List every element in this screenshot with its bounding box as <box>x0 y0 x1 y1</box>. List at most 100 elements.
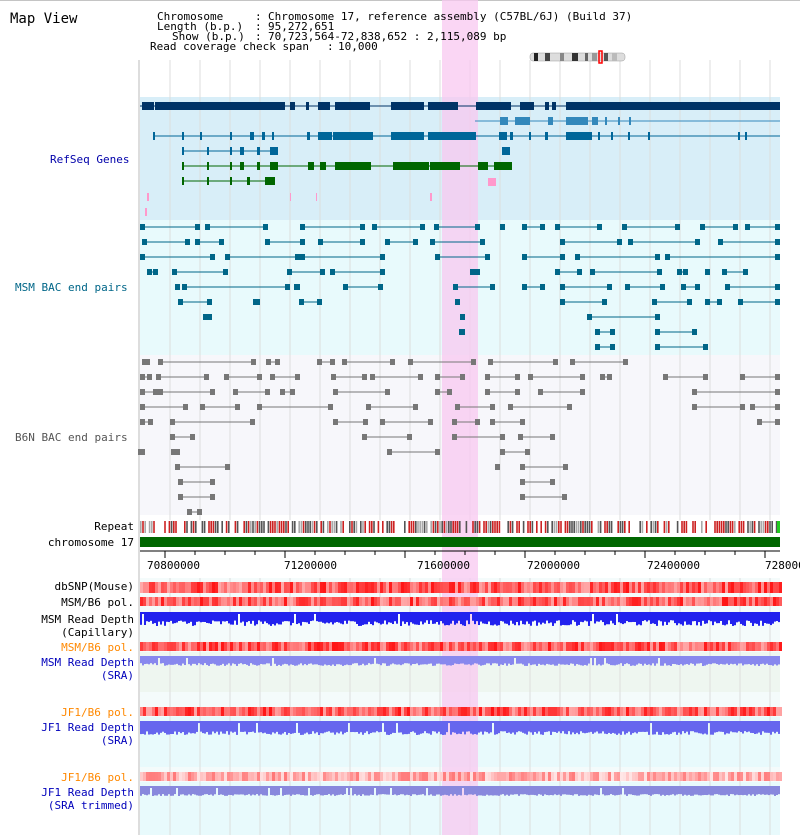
polymorphism-cell <box>776 597 779 606</box>
read-depth-bar <box>598 786 600 796</box>
bac-end <box>570 359 575 365</box>
read-depth-bar <box>578 656 580 665</box>
read-depth-bar <box>266 786 268 796</box>
track-label-msm-bac[interactable]: MSM BAC end pairs <box>15 281 128 294</box>
read-depth-bar <box>414 656 416 665</box>
read-depth-bar <box>264 656 266 665</box>
read-depth-bar <box>414 721 416 733</box>
read-depth-bar <box>408 721 410 734</box>
repeat-mark <box>280 521 283 533</box>
read-depth-bar <box>476 721 478 735</box>
polymorphism-cell <box>290 772 293 781</box>
polymorphism-cell <box>467 582 470 593</box>
read-depth-bar <box>228 612 230 624</box>
gene-exon <box>182 147 184 155</box>
polymorphism-cell <box>227 582 230 593</box>
read-depth-bar <box>638 656 640 664</box>
read-depth-bar <box>198 721 200 724</box>
bac-end <box>595 329 600 335</box>
read-depth-bar <box>364 656 366 666</box>
read-depth-bar <box>268 786 270 788</box>
polymorphism-cell <box>164 597 167 606</box>
track-label-refseq[interactable]: RefSeq Genes <box>50 153 130 166</box>
polymorphism-cell <box>359 772 362 781</box>
read-depth-bar <box>372 786 374 795</box>
gene-pseudogene <box>430 193 432 201</box>
read-depth-bar <box>146 721 148 732</box>
polymorphism-cell <box>557 597 560 606</box>
read-depth-bar <box>304 656 306 665</box>
read-depth-bar <box>546 786 548 796</box>
bac-end <box>195 224 200 230</box>
read-depth-bar <box>150 656 152 664</box>
polymorphism-cell <box>311 772 314 781</box>
polymorphism-cell <box>755 772 758 781</box>
bac-end <box>153 269 158 275</box>
read-depth-bar <box>312 786 314 796</box>
read-depth-bar <box>596 656 598 666</box>
polymorphism-cell <box>686 772 689 781</box>
track-label-b6n-bac[interactable]: B6N BAC end pairs <box>15 431 128 444</box>
polymorphism-cell <box>155 582 158 593</box>
track-label-jf1-read-depth-trim: JF1 Read Depth <box>41 786 134 799</box>
read-depth-bar <box>596 721 598 732</box>
polymorphism-cell <box>482 707 485 716</box>
bac-end <box>602 299 607 305</box>
polymorphism-cell <box>179 642 182 651</box>
read-depth-bar <box>486 656 488 664</box>
read-depth-bar <box>142 656 144 666</box>
read-depth-bar <box>586 612 588 622</box>
gene-exon <box>566 117 588 125</box>
read-depth-bar <box>194 612 196 626</box>
polymorphism-cell <box>629 597 632 606</box>
read-depth-bar <box>590 786 592 796</box>
read-depth-bar <box>412 656 414 664</box>
read-depth-bar <box>700 612 702 626</box>
read-depth-bar <box>430 612 432 621</box>
gene-exon <box>270 162 278 170</box>
bac-end <box>175 449 180 455</box>
repeat-mark <box>390 521 393 533</box>
read-depth-bar <box>774 656 776 665</box>
polymorphism-cell <box>746 772 749 781</box>
read-depth-bar <box>604 786 606 796</box>
read-depth-bar <box>708 721 710 724</box>
polymorphism-cell <box>251 597 254 606</box>
polymorphism-cell <box>563 707 566 716</box>
read-depth-bar <box>446 786 448 796</box>
polymorphism-cell <box>488 642 491 651</box>
polymorphism-cell <box>602 582 605 593</box>
read-depth-bar <box>662 612 664 626</box>
polymorphism-cell <box>149 642 152 651</box>
repeat-mark <box>342 521 344 533</box>
page-title: Map View <box>10 11 78 27</box>
read-depth-bar <box>376 786 378 796</box>
read-depth-bar <box>236 656 238 666</box>
polymorphism-cell <box>389 597 392 606</box>
track-label-chromosome: chromosome 17 <box>47 536 134 549</box>
polymorphism-cell <box>509 707 512 716</box>
polymorphism-cell <box>614 707 617 716</box>
read-depth-bar <box>448 612 450 626</box>
repeat-mark <box>777 521 780 533</box>
read-depth-bar <box>766 612 768 624</box>
read-depth-bar <box>200 612 202 623</box>
polymorphism-cell <box>755 642 758 651</box>
gene-pseudogene <box>488 178 496 186</box>
read-depth-bar <box>550 656 552 665</box>
polymorphism-cell <box>326 707 329 716</box>
read-depth-bar <box>638 612 640 625</box>
polymorphism-cell <box>209 582 212 593</box>
polymorphism-cell <box>224 582 227 593</box>
polymorphism-cell <box>563 642 566 651</box>
bac-end <box>331 374 336 380</box>
read-depth-bar <box>472 612 474 621</box>
polymorphism-cell <box>557 642 560 651</box>
bac-end <box>342 359 347 365</box>
read-depth-bar <box>506 786 508 795</box>
polymorphism-cell <box>632 597 635 606</box>
read-depth-bar <box>770 612 772 626</box>
read-depth-bar <box>690 612 692 626</box>
polymorphism-cell <box>650 642 653 651</box>
